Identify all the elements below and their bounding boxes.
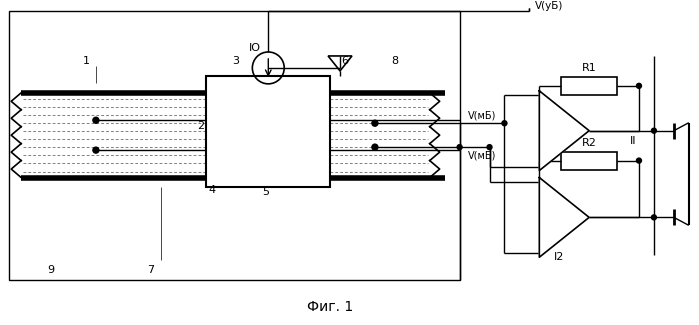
Circle shape — [93, 117, 99, 123]
Circle shape — [651, 215, 656, 220]
Text: 1: 1 — [82, 56, 89, 66]
Circle shape — [457, 145, 462, 150]
Text: Фиг. 1: Фиг. 1 — [307, 300, 353, 314]
Text: 4: 4 — [209, 186, 216, 195]
Circle shape — [93, 147, 99, 153]
Text: 5: 5 — [262, 188, 269, 198]
Bar — [206, 76, 330, 188]
Text: 3: 3 — [232, 56, 239, 66]
Text: +: + — [544, 142, 554, 155]
Text: -: - — [547, 193, 552, 206]
Circle shape — [651, 128, 656, 133]
Text: V(мБ): V(мБ) — [468, 110, 496, 120]
Circle shape — [637, 158, 642, 163]
Polygon shape — [540, 177, 589, 257]
Bar — [561, 152, 617, 170]
Text: 9: 9 — [48, 265, 55, 275]
Circle shape — [637, 83, 642, 88]
Text: I2: I2 — [554, 252, 565, 262]
Text: 7: 7 — [147, 265, 154, 275]
Circle shape — [372, 144, 378, 150]
Text: 2: 2 — [197, 121, 204, 131]
Text: 8: 8 — [391, 56, 398, 66]
Text: R2: R2 — [582, 138, 596, 148]
Text: 6: 6 — [342, 56, 349, 66]
Circle shape — [372, 120, 378, 126]
Circle shape — [487, 145, 492, 150]
Polygon shape — [540, 91, 589, 171]
Bar — [561, 77, 617, 95]
Text: +: + — [544, 229, 554, 242]
Circle shape — [502, 121, 507, 126]
Text: II: II — [630, 136, 636, 146]
Text: R1: R1 — [582, 63, 596, 73]
Text: IO: IO — [250, 43, 261, 53]
Text: -: - — [547, 106, 552, 119]
Text: V(уБ): V(уБ) — [535, 1, 563, 11]
Text: V(мБ): V(мБ) — [468, 150, 496, 160]
Bar — [9, 11, 460, 280]
